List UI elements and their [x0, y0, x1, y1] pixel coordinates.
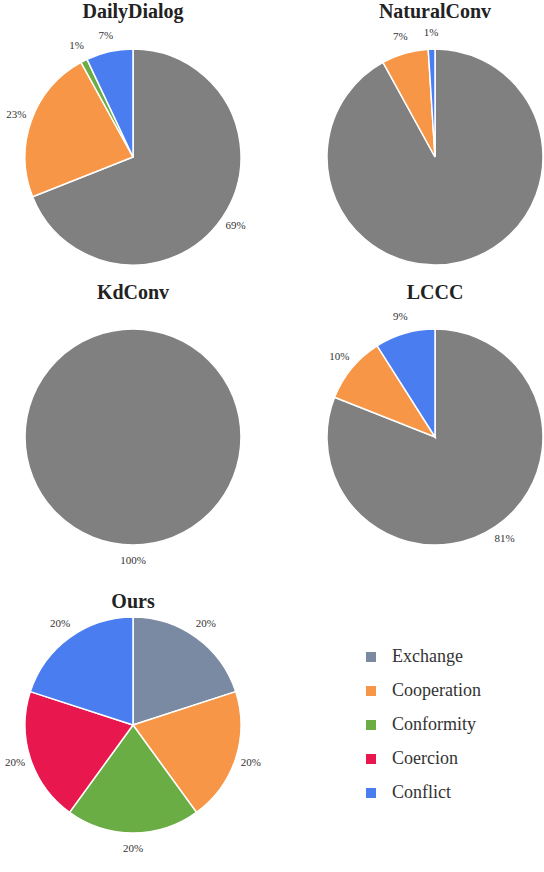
legend-swatch — [366, 652, 376, 662]
data-label: 9% — [393, 310, 408, 322]
data-label: 7% — [99, 29, 114, 41]
pie-slice — [327, 329, 543, 545]
data-label: 20% — [123, 842, 143, 854]
pie-slice — [327, 49, 543, 265]
pie-slice — [377, 329, 435, 437]
pie-chart: KdConv 100% — [25, 281, 241, 566]
legend-label: Exchange — [392, 646, 463, 666]
data-label: 81% — [495, 532, 515, 544]
data-label: 20% — [196, 617, 216, 629]
pie-chart: Ours 20% 20% 20% 20% 20% — [5, 590, 261, 854]
pie-slice — [30, 617, 133, 725]
legend-label: Conflict — [392, 782, 451, 802]
pie-chart: NaturalConv 7% 1% — [327, 0, 543, 265]
pie-chart: DailyDialog 69% 23% 1% 7% — [6, 0, 245, 265]
chart-title: KdConv — [97, 281, 169, 303]
legend-label: Cooperation — [392, 680, 481, 700]
data-label: 23% — [6, 108, 26, 120]
data-label: 20% — [50, 617, 70, 629]
pie-slice — [383, 49, 435, 157]
pie-chart: LCCC 81% 10% 9% — [327, 281, 543, 545]
pie-slice — [87, 49, 133, 157]
pie-slice — [25, 329, 241, 545]
legend-swatch — [366, 754, 376, 764]
legend-swatch — [366, 686, 376, 696]
data-label: 1% — [424, 26, 439, 38]
data-label: 69% — [225, 219, 245, 231]
legend: Exchange Cooperation Conformity Coercion Con… — [366, 646, 481, 802]
data-label: 20% — [5, 756, 25, 768]
data-label: 1% — [69, 39, 84, 51]
chart-title: LCCC — [407, 281, 464, 303]
legend-label: Coercion — [392, 748, 458, 768]
data-label: 10% — [329, 350, 349, 362]
legend-label: Conformity — [392, 714, 476, 734]
legend-swatch — [366, 720, 376, 730]
chart-title: Ours — [111, 590, 155, 612]
data-label: 20% — [241, 756, 261, 768]
data-label: 7% — [393, 30, 408, 42]
chart-title: DailyDialog — [82, 0, 183, 23]
pie-slice — [428, 49, 435, 157]
chart-title: NaturalConv — [379, 0, 491, 22]
chart-canvas: DailyDialog 69% 23% 1% 7% NaturalConv 7% 1% KdCo… — [0, 0, 544, 872]
legend-swatch — [366, 788, 376, 798]
data-label: 100% — [120, 554, 146, 566]
